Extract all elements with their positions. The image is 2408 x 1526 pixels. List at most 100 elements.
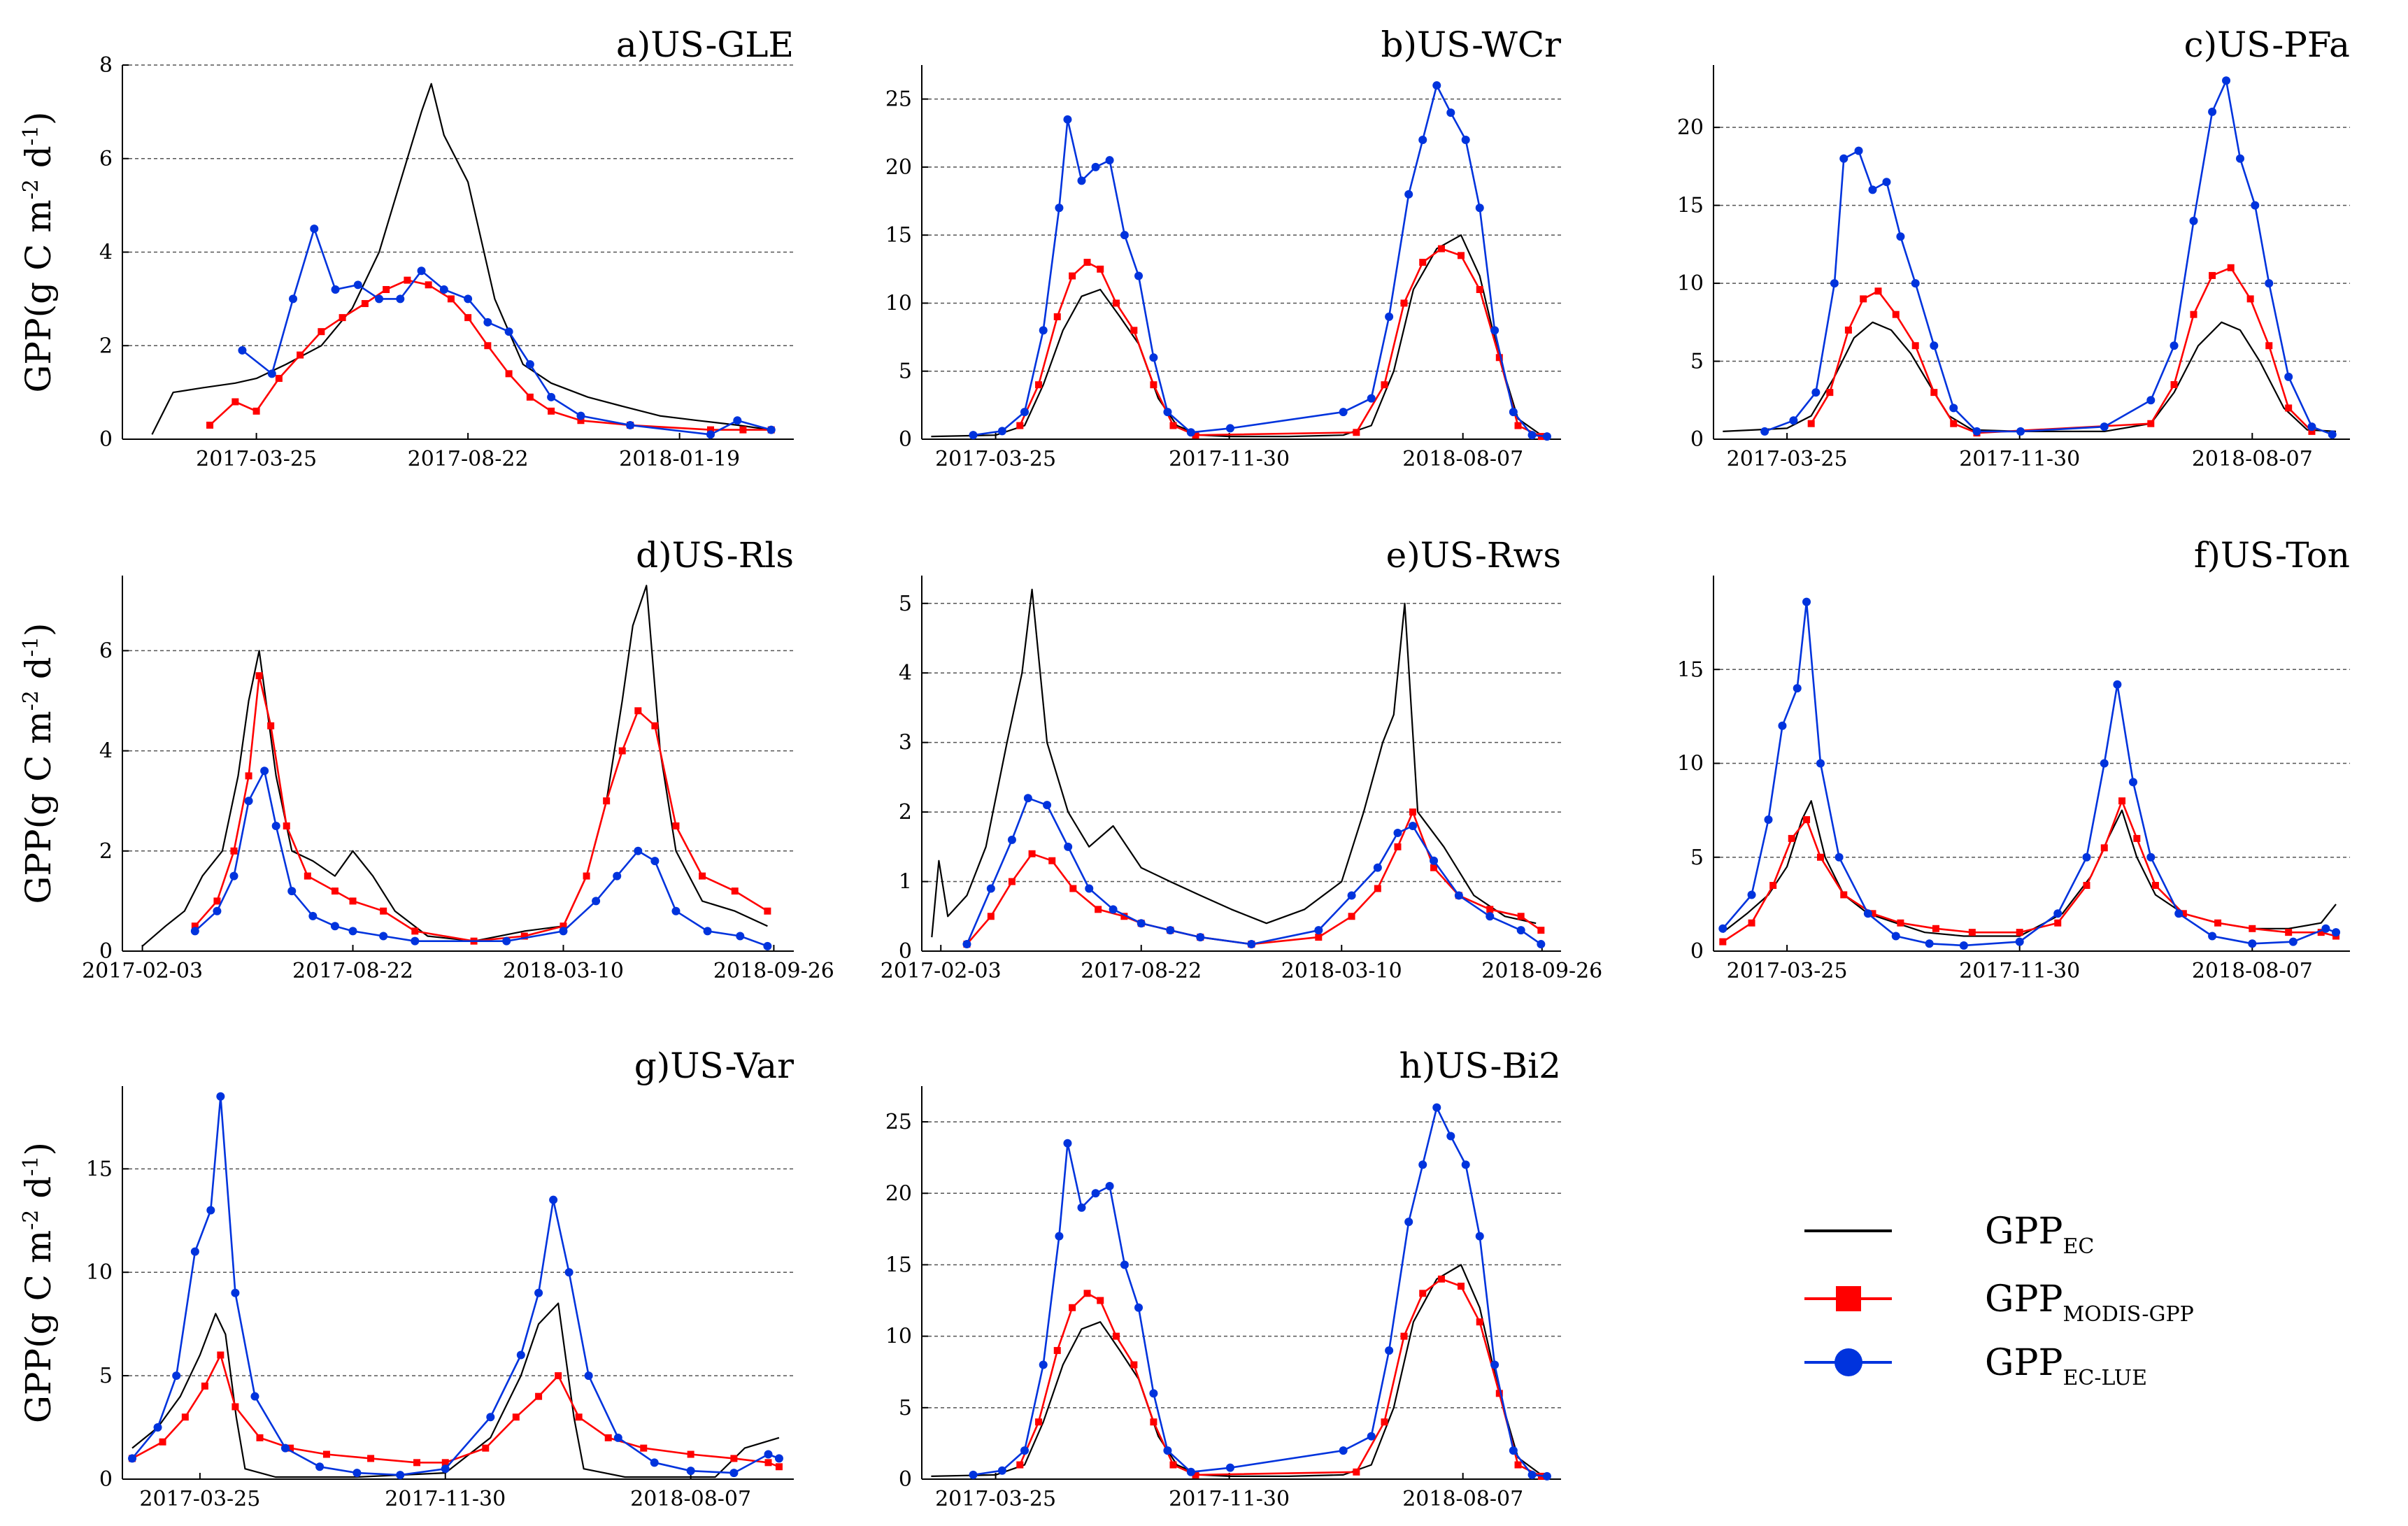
y-tick-label: 20 [885, 155, 912, 180]
point-modis [1860, 295, 1867, 303]
x-tick-label: 2018-08-07 [2192, 447, 2313, 471]
chart-panel-2: 0 5 10 15 20 25 2017-03-25 2017-11-30 2018-08-07… [885, 24, 1561, 471]
point-eclue [379, 932, 388, 941]
point-modis [1053, 313, 1061, 320]
point-modis [764, 1459, 772, 1467]
x-tick-label: 2018-08-07 [2192, 959, 2313, 983]
point-modis [349, 897, 357, 905]
point-modis [1016, 422, 1024, 429]
point-eclue [190, 1247, 199, 1256]
x-tick-label: 2017-02-03 [881, 959, 1002, 983]
point-modis [1353, 1468, 1360, 1476]
legend-sub-ec: EC [2063, 1234, 2095, 1259]
point-modis [2179, 910, 2187, 918]
point-modis [255, 672, 263, 680]
point-eclue [1747, 890, 1756, 899]
y-tick-label: 2 [899, 800, 912, 825]
series-line-modis [194, 674, 769, 942]
x-tick-label: 2018-08-07 [630, 1487, 751, 1511]
point-eclue [969, 1470, 978, 1479]
point-eclue [206, 1206, 215, 1215]
point-eclue [1516, 926, 1525, 935]
point-modis [411, 927, 419, 935]
point-modis [1069, 272, 1076, 280]
point-eclue [1134, 1303, 1144, 1312]
point-eclue [1120, 231, 1129, 240]
point-modis [1476, 1318, 1483, 1326]
point-modis [1095, 906, 1102, 913]
point-modis [526, 393, 534, 401]
point-eclue [1527, 431, 1537, 440]
y-tick-label: 10 [885, 1325, 912, 1349]
x-tick-label: 2017-03-25 [1727, 959, 1848, 983]
point-eclue [1091, 162, 1100, 171]
point-modis [1035, 1418, 1043, 1426]
chart-panel-4: 0 2 4 6 2017-02-03 2017-08-22 2018-03-10 2018-0… [18, 535, 834, 983]
point-modis [1069, 885, 1077, 892]
point-modis [230, 847, 238, 855]
point-eclue [411, 936, 420, 946]
point-modis [1016, 1461, 1024, 1469]
point-eclue [1247, 940, 1256, 949]
point-modis [1514, 1461, 1522, 1469]
point-modis [2285, 929, 2293, 936]
point-modis [322, 1450, 330, 1458]
y-tick-label: 15 [86, 1157, 113, 1181]
series-line-eclue [973, 1106, 1548, 1478]
point-modis [297, 351, 304, 359]
y-axis-label-part: ) [18, 622, 59, 636]
legend-item-modis: GPPMODIS-GPP [1804, 1278, 2194, 1327]
y-tick-label: 5 [1690, 350, 1704, 374]
point-modis [231, 1403, 239, 1411]
point-modis [739, 426, 747, 434]
point-eclue [1418, 1160, 1427, 1169]
point-eclue [375, 294, 384, 304]
point-modis [1028, 850, 1036, 857]
x-tick-label: 2018-09-26 [713, 959, 834, 983]
legend-label-modis: GPPMODIS-GPP [1985, 1278, 2194, 1327]
point-modis [1495, 1390, 1503, 1397]
x-tick-label: 2018-03-10 [503, 959, 624, 983]
point-eclue [1339, 408, 1348, 417]
point-eclue [1542, 432, 1551, 441]
point-eclue [1064, 842, 1073, 851]
point-modis [380, 907, 387, 915]
point-eclue [216, 1092, 225, 1101]
point-eclue [2288, 937, 2297, 946]
point-eclue [2248, 939, 2257, 948]
point-modis [2147, 420, 2155, 427]
point-modis [2190, 311, 2197, 318]
point-eclue [997, 1466, 1006, 1475]
x-tick-label: 2017-08-22 [1081, 959, 1202, 983]
legend-base-ec: GPP [1985, 1211, 2063, 1253]
point-eclue [592, 897, 601, 906]
point-eclue [1868, 185, 1877, 194]
point-eclue [2307, 422, 2316, 432]
panel-title: d)US-Rls [636, 535, 794, 576]
series-line-ec [141, 585, 768, 947]
point-eclue [1760, 427, 1769, 436]
point-eclue [1854, 146, 1863, 155]
point-eclue [1490, 1360, 1499, 1369]
point-eclue [330, 922, 339, 931]
point-modis [618, 747, 626, 755]
point-eclue [172, 1371, 181, 1381]
point-eclue [1537, 940, 1546, 949]
y-tick-label: 15 [885, 1253, 912, 1277]
point-modis [2308, 427, 2316, 435]
legend-base-eclue: GPP [1985, 1342, 2063, 1384]
point-eclue [962, 940, 971, 949]
y-tick-label: 8 [99, 53, 113, 78]
point-modis [1788, 834, 1795, 842]
y-tick-label: 0 [99, 427, 113, 452]
point-eclue [1063, 1139, 1072, 1148]
point-modis [256, 1434, 264, 1441]
y-tick-label: 10 [86, 1260, 113, 1285]
point-eclue [1430, 856, 1439, 865]
x-tick-label: 2018-08-07 [1402, 447, 1523, 471]
legend-item-ec: GPPEC [1804, 1211, 2094, 1259]
x-tick-label: 2017-02-03 [82, 959, 203, 983]
point-modis [535, 1392, 543, 1400]
point-eclue [315, 1462, 325, 1471]
point-eclue [1039, 1360, 1048, 1369]
